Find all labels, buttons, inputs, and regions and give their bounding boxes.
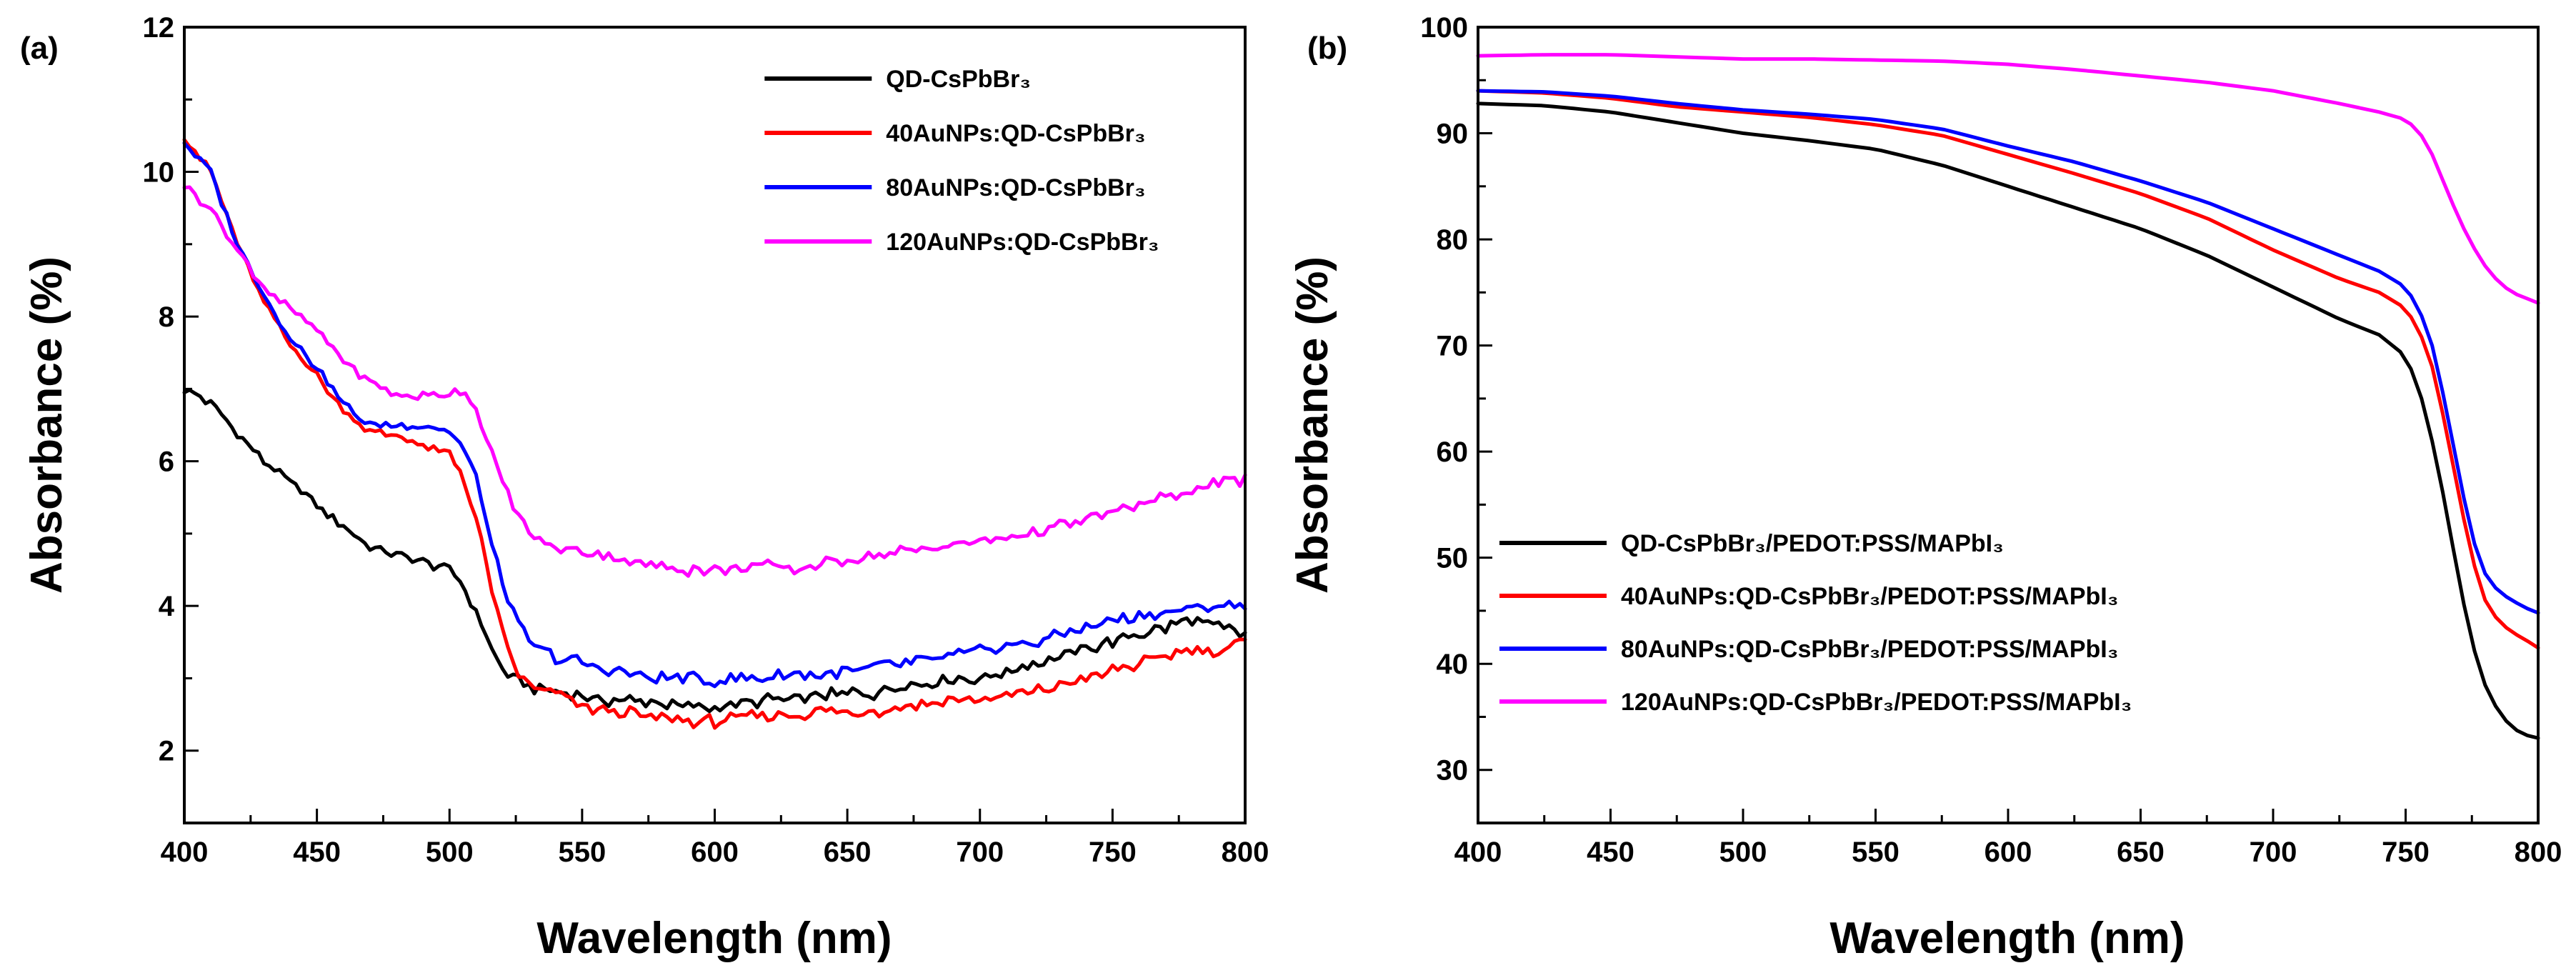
panel-b-legend-label: 40AuNPs:QD-CsPbBr₃/PEDOT:PSS/MAPbI₃ <box>1621 583 2118 610</box>
panel-b-label: (b) <box>1307 31 1347 66</box>
panel-b-legend-label: 80AuNPs:QD-CsPbBr₃/PEDOT:PSS/MAPbI₃ <box>1621 636 2118 663</box>
panel-a-y-tick-label: 10 <box>143 157 175 189</box>
panel-a-legend-label: 40AuNPs:QD-CsPbBr₃ <box>886 120 1145 147</box>
panel-a-x-tick-label: 750 <box>1089 837 1137 868</box>
panel-b-y-tick-label: 90 <box>1437 119 1469 150</box>
panel-a-y-tick-label: 4 <box>159 591 175 622</box>
panel-b-y-tick-label: 40 <box>1437 649 1469 680</box>
panel-b-x-tick-label: 450 <box>1587 837 1634 868</box>
panel-b-x-tick-label: 400 <box>1454 837 1502 868</box>
panel-a: (a) Wavelength (nm) Absorbance (%) 400 45… <box>20 12 1269 963</box>
panel-a-legend-label: QD-CsPbBr₃ <box>886 66 1031 93</box>
panel-b-x-tick-label: 750 <box>2382 837 2430 868</box>
panel-a-series-3 <box>182 141 1247 689</box>
panel-a-x-tick-label: 450 <box>293 837 341 868</box>
panel-b-y-tick-label: 100 <box>1420 12 1468 44</box>
panel-a-x-tick-label: 700 <box>956 837 1004 868</box>
panel-b-x-tick-label: 500 <box>1719 837 1767 868</box>
panel-a-y-tick-label: 2 <box>159 736 174 767</box>
panel-b-x-tick-label: 800 <box>2515 837 2562 868</box>
panel-a-x-tick-label: 550 <box>559 837 606 868</box>
panel-a-x-tick-label: 650 <box>824 837 872 868</box>
panel-b-y-tick-label: 70 <box>1437 331 1469 362</box>
panel-a-legend-label: 80AuNPs:QD-CsPbBr₃ <box>886 174 1145 201</box>
panel-b-x-axis-label: Wavelength (nm) <box>1829 914 2185 963</box>
panel-a-y-tick-label: 8 <box>159 301 174 333</box>
panel-b-y-tick-label: 50 <box>1437 543 1469 574</box>
panel-a-y-axis-label: Absorbance (%) <box>22 256 71 594</box>
panel-a-y-tick-label: 6 <box>159 446 174 478</box>
panel-a-x-tick-label: 800 <box>1222 837 1269 868</box>
panel-b-x-tick-label: 650 <box>2117 837 2165 868</box>
panel-b-y-tick-label: 60 <box>1437 436 1469 468</box>
panel-a-series-1 <box>182 388 1247 714</box>
panel-b-series-4 <box>1476 53 2540 305</box>
panel-a-label: (a) <box>20 31 59 66</box>
panel-b-legend-label: QD-CsPbBr₃/PEDOT:PSS/MAPbI₃ <box>1621 530 2004 557</box>
panel-b-series-2 <box>1476 89 2540 650</box>
panel-b-y-tick-label: 80 <box>1437 224 1469 256</box>
panel-b-series-1 <box>1476 101 2540 740</box>
panel-b: (b) Wavelength (nm) Absorbance (%) 400 45… <box>1288 12 2562 963</box>
panel-b-legend-label: 120AuNPs:QD-CsPbBr₃/PEDOT:PSS/MAPbI₃ <box>1621 689 2132 716</box>
panel-a-series-2 <box>182 138 1247 730</box>
panel-b-legend: QD-CsPbBr₃/PEDOT:PSS/MAPbI₃ 40AuNPs:QD-Cs… <box>1499 530 2132 716</box>
panel-b-x-tick-label: 600 <box>1985 837 2032 868</box>
panel-a-x-axis-label: Wavelength (nm) <box>536 914 892 963</box>
panel-b-y-tick-label: 30 <box>1437 755 1469 787</box>
panel-b-series-3 <box>1476 89 2540 615</box>
panel-a-x-tick-label: 400 <box>161 837 209 868</box>
panel-b-y-axis-label: Absorbance (%) <box>1288 256 1337 594</box>
panel-a-y-tick-label: 12 <box>143 12 175 44</box>
panel-a-series-4 <box>182 185 1247 578</box>
panel-a-x-tick-label: 600 <box>691 837 739 868</box>
panel-a-x-tick-label: 500 <box>426 837 474 868</box>
panel-a-legend-label: 120AuNPs:QD-CsPbBr₃ <box>886 229 1159 256</box>
panel-b-x-tick-label: 550 <box>1852 837 1899 868</box>
panel-b-x-tick-label: 700 <box>2250 837 2297 868</box>
panel-a-legend: QD-CsPbBr₃ 40AuNPs:QD-CsPbBr₃ 80AuNPs:QD-C… <box>764 66 1159 256</box>
